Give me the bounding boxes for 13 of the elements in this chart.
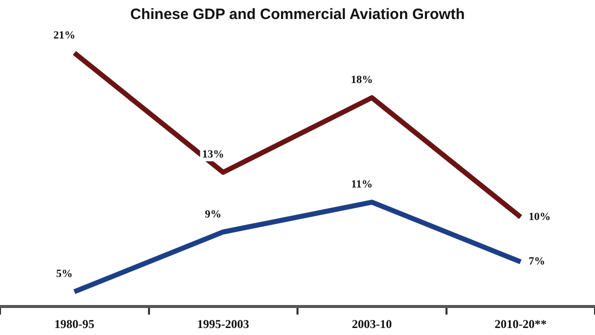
x-tick-label: 1980-95: [54, 316, 94, 331]
data-label: 18%: [350, 74, 373, 86]
data-label: 9%: [204, 208, 222, 220]
x-tick-label: 2010-20**: [494, 316, 547, 331]
data-label: 11%: [351, 178, 373, 190]
data-label: 7%: [528, 256, 546, 268]
chart-title: Chinese GDP and Commercial Aviation Growth: [130, 6, 465, 24]
data-label: 13%: [202, 148, 224, 161]
x-tick-label: 2003-10: [352, 316, 392, 331]
data-label: 21%: [53, 29, 76, 42]
data-label: 10%: [528, 210, 551, 223]
data-label: 5%: [56, 268, 73, 280]
x-tick-label: 1995-2003: [197, 316, 250, 331]
